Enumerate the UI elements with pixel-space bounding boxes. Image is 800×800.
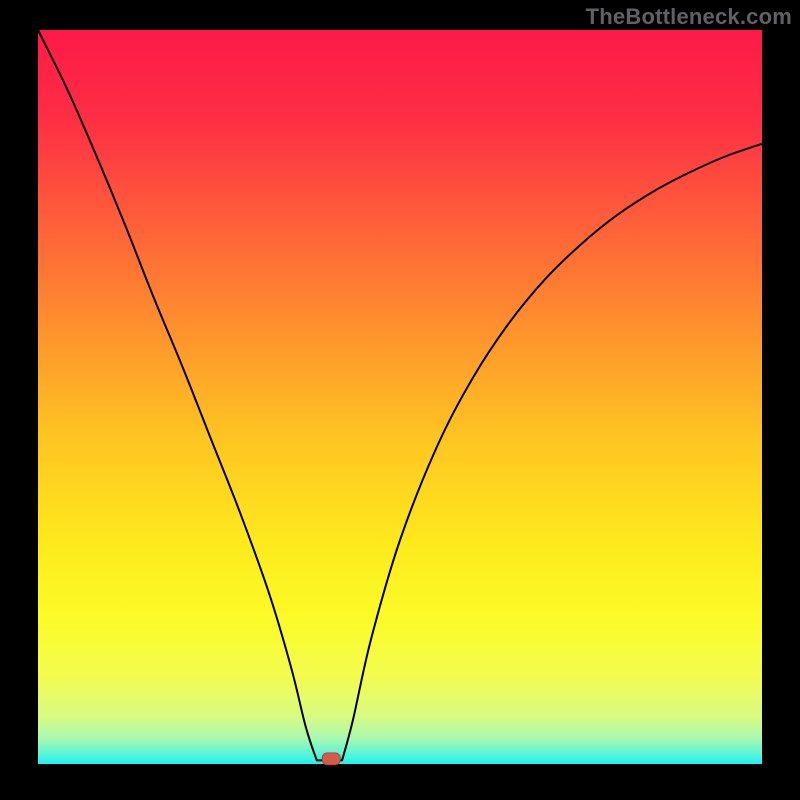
bottleneck-chart <box>0 0 800 800</box>
chart-container: TheBottleneck.com <box>0 0 800 800</box>
optimum-marker <box>322 753 340 765</box>
plot-background <box>38 30 762 764</box>
